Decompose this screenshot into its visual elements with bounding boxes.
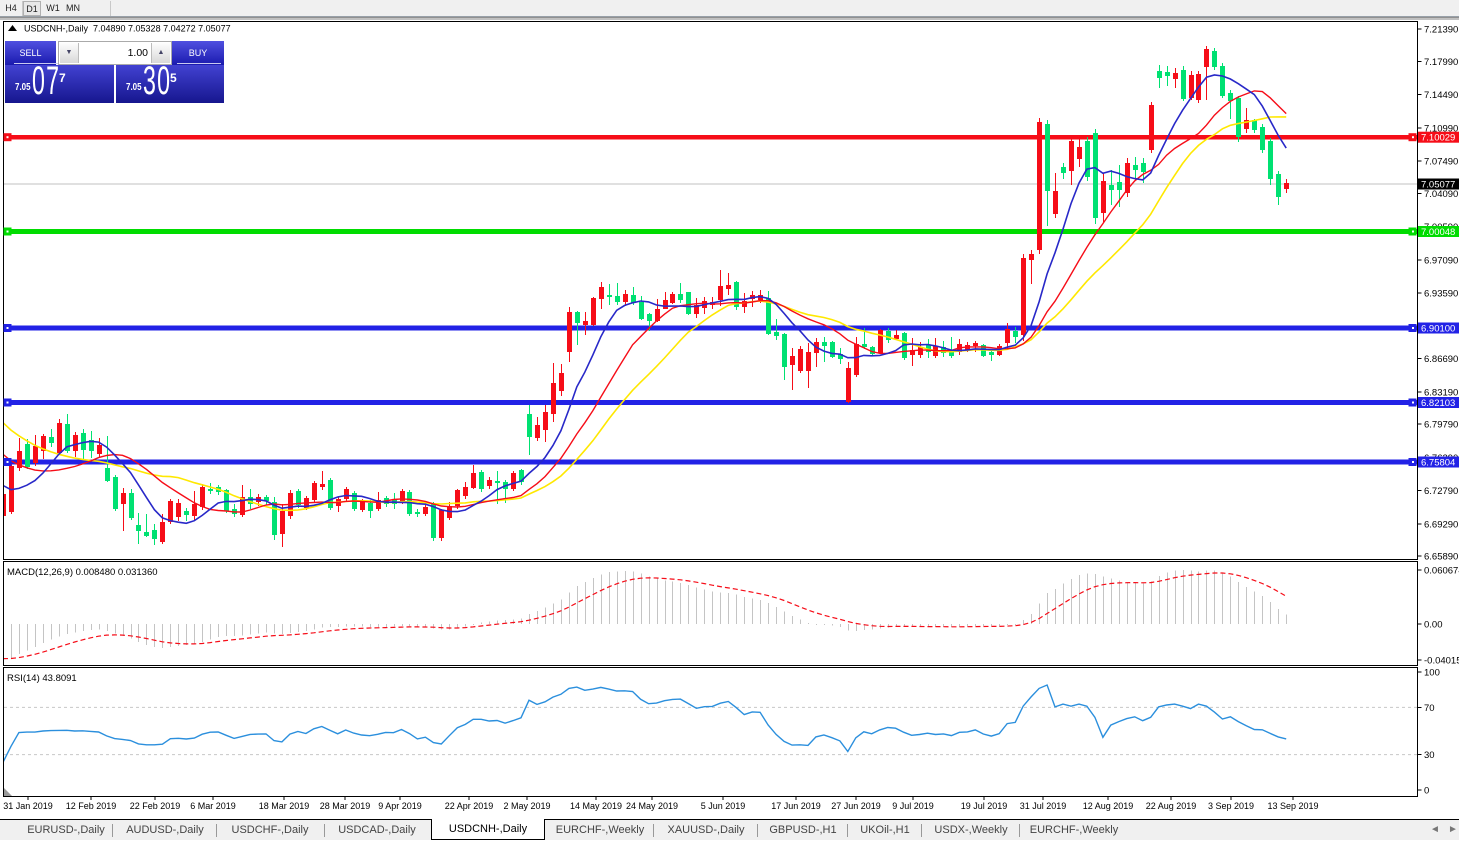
svg-text:6.65890: 6.65890	[1424, 552, 1458, 563]
svg-text:22 Apr 2019: 22 Apr 2019	[445, 801, 494, 811]
svg-text:6 Mar 2019: 6 Mar 2019	[190, 801, 236, 811]
svg-text:19 Jul 2019: 19 Jul 2019	[961, 801, 1008, 811]
svg-text:7.14490: 7.14490	[1424, 90, 1458, 101]
svg-text:7.10990: 7.10990	[1424, 123, 1458, 134]
svg-text:6.72790: 6.72790	[1424, 486, 1458, 497]
svg-text:31 Jan 2019: 31 Jan 2019	[3, 801, 53, 811]
svg-text:2 May 2019: 2 May 2019	[503, 801, 550, 811]
svg-text:0: 0	[1424, 786, 1429, 797]
svg-text:100: 100	[1424, 668, 1440, 679]
svg-text:6.90100: 6.90100	[1421, 324, 1455, 335]
svg-text:7.10029: 7.10029	[1421, 133, 1455, 144]
svg-text:6.86690: 6.86690	[1424, 354, 1458, 365]
svg-text:9 Jul 2019: 9 Jul 2019	[892, 801, 934, 811]
svg-text:70: 70	[1424, 703, 1435, 714]
svg-text:30: 30	[1424, 750, 1435, 761]
svg-text:13 Sep 2019: 13 Sep 2019	[1267, 801, 1318, 811]
svg-text:5 Jun 2019: 5 Jun 2019	[701, 801, 746, 811]
svg-text:3 Sep 2019: 3 Sep 2019	[1208, 801, 1254, 811]
svg-text:17 Jun 2019: 17 Jun 2019	[771, 801, 821, 811]
svg-text:6.69290: 6.69290	[1424, 519, 1458, 530]
svg-text:14 May 2019: 14 May 2019	[570, 801, 622, 811]
svg-text:6.83190: 6.83190	[1424, 387, 1458, 398]
svg-text:22 Feb 2019: 22 Feb 2019	[130, 801, 181, 811]
svg-text:12 Feb 2019: 12 Feb 2019	[66, 801, 117, 811]
svg-text:6.93590: 6.93590	[1424, 289, 1458, 300]
svg-text:RSI(14) 43.8091: RSI(14) 43.8091	[7, 673, 77, 684]
svg-text:24 May 2019: 24 May 2019	[626, 801, 678, 811]
svg-text:9 Apr 2019: 9 Apr 2019	[378, 801, 422, 811]
svg-text:7.21390: 7.21390	[1424, 25, 1458, 36]
svg-text:6.79790: 6.79790	[1424, 420, 1458, 431]
svg-text:31 Jul 2019: 31 Jul 2019	[1020, 801, 1067, 811]
svg-text:7.05077: 7.05077	[1421, 180, 1455, 191]
svg-text:22 Aug 2019: 22 Aug 2019	[1146, 801, 1197, 811]
svg-text:0.00: 0.00	[1424, 620, 1443, 631]
svg-text:7.07490: 7.07490	[1424, 157, 1458, 168]
svg-text:0.060674: 0.060674	[1424, 566, 1459, 577]
svg-text:USDCNH-,Daily 7.04890 7.05328: USDCNH-,Daily 7.04890 7.05328 7.04272 7.…	[24, 24, 231, 34]
svg-text:7.00048: 7.00048	[1421, 227, 1455, 238]
svg-text:6.97090: 6.97090	[1424, 255, 1458, 266]
svg-text:18 Mar 2019: 18 Mar 2019	[259, 801, 310, 811]
svg-text:27 Jun 2019: 27 Jun 2019	[831, 801, 881, 811]
svg-text:28 Mar 2019: 28 Mar 2019	[320, 801, 371, 811]
svg-text:7.04090: 7.04090	[1424, 189, 1458, 200]
svg-text:6.82103: 6.82103	[1421, 398, 1455, 409]
svg-text:MACD(12,26,9) 0.008480 0.03136: MACD(12,26,9) 0.008480 0.031360	[7, 567, 158, 578]
svg-text:6.75804: 6.75804	[1421, 458, 1455, 469]
svg-text:12 Aug 2019: 12 Aug 2019	[1083, 801, 1134, 811]
svg-text:-0.040152: -0.040152	[1424, 655, 1459, 666]
svg-text:7.17990: 7.17990	[1424, 57, 1458, 68]
